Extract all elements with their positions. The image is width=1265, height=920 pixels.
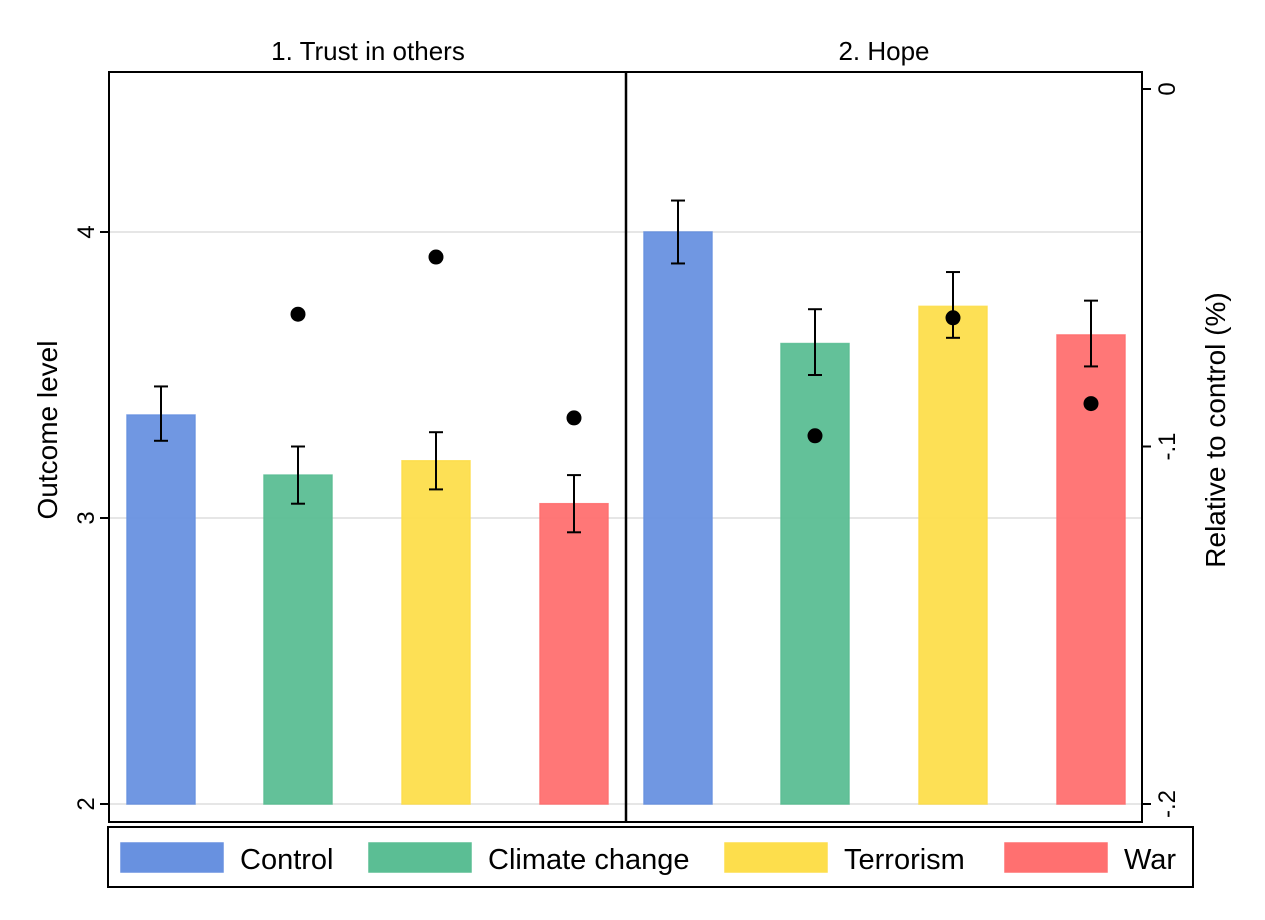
y2-axis-title: Relative to control (%) — [1200, 292, 1231, 567]
legend-label: Control — [240, 844, 334, 876]
relative-point — [428, 249, 444, 265]
legend-swatch — [368, 842, 472, 873]
bar — [539, 502, 609, 805]
legend-label: Climate change — [488, 844, 690, 876]
y2-tick-label: -.1 — [1154, 432, 1181, 460]
y-axis-title: Outcome level — [32, 341, 63, 520]
panel-title: 2. Hope — [838, 36, 929, 66]
y-tick-label: 3 — [73, 511, 100, 524]
bar — [918, 305, 988, 805]
bar — [1056, 334, 1126, 805]
legend-swatch — [120, 842, 224, 873]
y-tick-label: 2 — [73, 797, 100, 810]
relative-point — [945, 310, 961, 326]
relative-point — [566, 410, 582, 426]
y2-tick-label: 0 — [1154, 82, 1181, 95]
bar — [263, 474, 333, 805]
legend-swatch — [1004, 842, 1108, 873]
legend-label: Terrorism — [844, 844, 965, 876]
relative-point — [1083, 396, 1099, 412]
legend-label: War — [1124, 844, 1176, 876]
relative-point — [807, 428, 823, 444]
bar — [643, 231, 713, 805]
bar — [780, 342, 850, 805]
bar — [126, 414, 196, 805]
y-tick-label: 4 — [73, 225, 100, 238]
bar — [401, 460, 471, 805]
legend-swatch — [724, 842, 828, 873]
relative-point — [290, 306, 306, 322]
panel-title: 1. Trust in others — [271, 36, 465, 66]
y2-tick-label: -.2 — [1154, 790, 1181, 818]
